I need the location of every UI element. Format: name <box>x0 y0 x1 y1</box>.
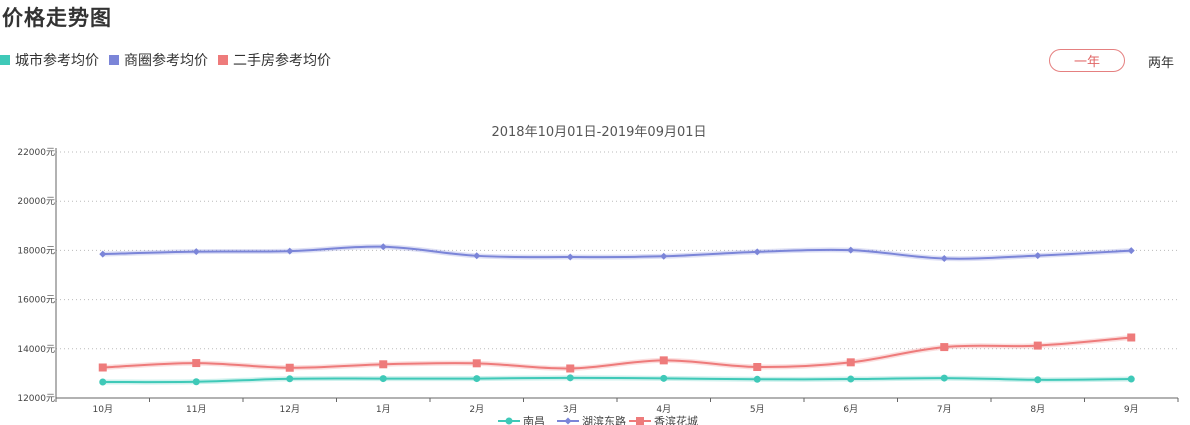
bottom-legend-marker[interactable] <box>636 417 644 425</box>
y-tick-label: 16000元 <box>17 296 55 306</box>
data-point[interactable] <box>1034 376 1042 384</box>
data-point[interactable] <box>566 374 574 382</box>
x-tick-label: 9月 <box>1124 404 1139 415</box>
data-point[interactable] <box>847 246 855 254</box>
data-point[interactable] <box>753 375 761 383</box>
series-line <box>102 376 1132 384</box>
bottom-legend-label[interactable]: 香滨花城 <box>654 414 698 425</box>
chart-subtitle: 2018年10月01日-2019年09月01日 <box>491 125 706 140</box>
x-tick-label: 12月 <box>280 404 300 415</box>
y-tick-label: 12000元 <box>17 394 55 404</box>
legend-label-district: 商圈参考均价 <box>124 53 208 69</box>
data-point[interactable] <box>1034 252 1042 260</box>
data-point[interactable] <box>472 359 481 368</box>
data-point[interactable] <box>1033 341 1042 350</box>
x-tick-label: 11月 <box>186 404 206 415</box>
top-legend: 城市参考均价 商圈参考均价 二手房参考均价 <box>0 50 341 70</box>
legend-item-city[interactable]: 城市参考均价 <box>0 50 99 70</box>
x-tick-label: 4月 <box>656 404 671 415</box>
data-point[interactable] <box>566 364 575 373</box>
data-point[interactable] <box>192 248 200 256</box>
data-point[interactable] <box>192 359 201 368</box>
data-point[interactable] <box>753 248 761 256</box>
x-tick-label: 2月 <box>469 404 484 415</box>
data-point[interactable] <box>98 363 107 372</box>
data-point[interactable] <box>753 363 762 372</box>
x-tick-label: 6月 <box>843 404 858 415</box>
legend-swatch-secondhand <box>218 55 228 65</box>
series-line <box>102 336 1132 370</box>
y-tick-label: 22000元 <box>17 148 55 158</box>
data-point[interactable] <box>1127 375 1135 383</box>
legend-swatch-district <box>109 55 119 65</box>
x-tick-label: 10月 <box>93 404 113 415</box>
y-tick-label: 18000元 <box>17 246 55 256</box>
bottom-legend-label[interactable]: 湖滨东路 <box>582 414 626 425</box>
legend-item-district[interactable]: 商圈参考均价 <box>109 50 208 70</box>
data-point[interactable] <box>940 374 948 382</box>
y-tick-label: 20000元 <box>17 197 55 207</box>
data-point[interactable] <box>379 243 387 251</box>
bottom-legend-label[interactable]: 南昌 <box>523 415 545 425</box>
data-point[interactable] <box>1127 247 1135 255</box>
data-point[interactable] <box>99 378 107 386</box>
data-point[interactable] <box>192 378 200 386</box>
x-tick-label: 3月 <box>563 404 578 415</box>
series-line <box>102 245 1132 260</box>
range-two-year-button[interactable]: 两年 <box>1148 56 1175 71</box>
data-point[interactable] <box>940 343 949 352</box>
range-one-year-button[interactable]: 一年 <box>1049 49 1125 72</box>
legend-swatch-city <box>0 55 10 65</box>
data-point[interactable] <box>940 255 948 263</box>
data-point[interactable] <box>846 358 855 367</box>
x-tick-label: 7月 <box>937 404 952 415</box>
bottom-legend-marker[interactable] <box>505 417 513 425</box>
data-point[interactable] <box>379 360 388 369</box>
x-tick-label: 8月 <box>1030 404 1045 415</box>
y-tick-label: 14000元 <box>17 345 55 355</box>
data-point[interactable] <box>566 253 574 261</box>
data-point[interactable] <box>847 375 855 383</box>
bottom-legend-marker[interactable] <box>564 417 572 425</box>
data-point[interactable] <box>379 375 387 383</box>
data-point[interactable] <box>286 375 294 383</box>
data-point[interactable] <box>473 375 481 383</box>
data-point[interactable] <box>660 374 668 382</box>
x-tick-label: 1月 <box>376 404 391 415</box>
data-point[interactable] <box>473 252 481 260</box>
page-title: 价格走势图 <box>2 6 112 30</box>
legend-label-secondhand: 二手房参考均价 <box>233 53 331 69</box>
data-point[interactable] <box>99 250 107 258</box>
data-point[interactable] <box>285 363 294 372</box>
data-point[interactable] <box>1127 333 1136 342</box>
x-tick-label: 5月 <box>750 404 765 415</box>
data-point[interactable] <box>286 247 294 255</box>
legend-item-secondhand[interactable]: 二手房参考均价 <box>218 50 331 70</box>
legend-label-city: 城市参考均价 <box>15 53 99 69</box>
data-point[interactable] <box>659 356 668 365</box>
data-point[interactable] <box>660 252 668 260</box>
